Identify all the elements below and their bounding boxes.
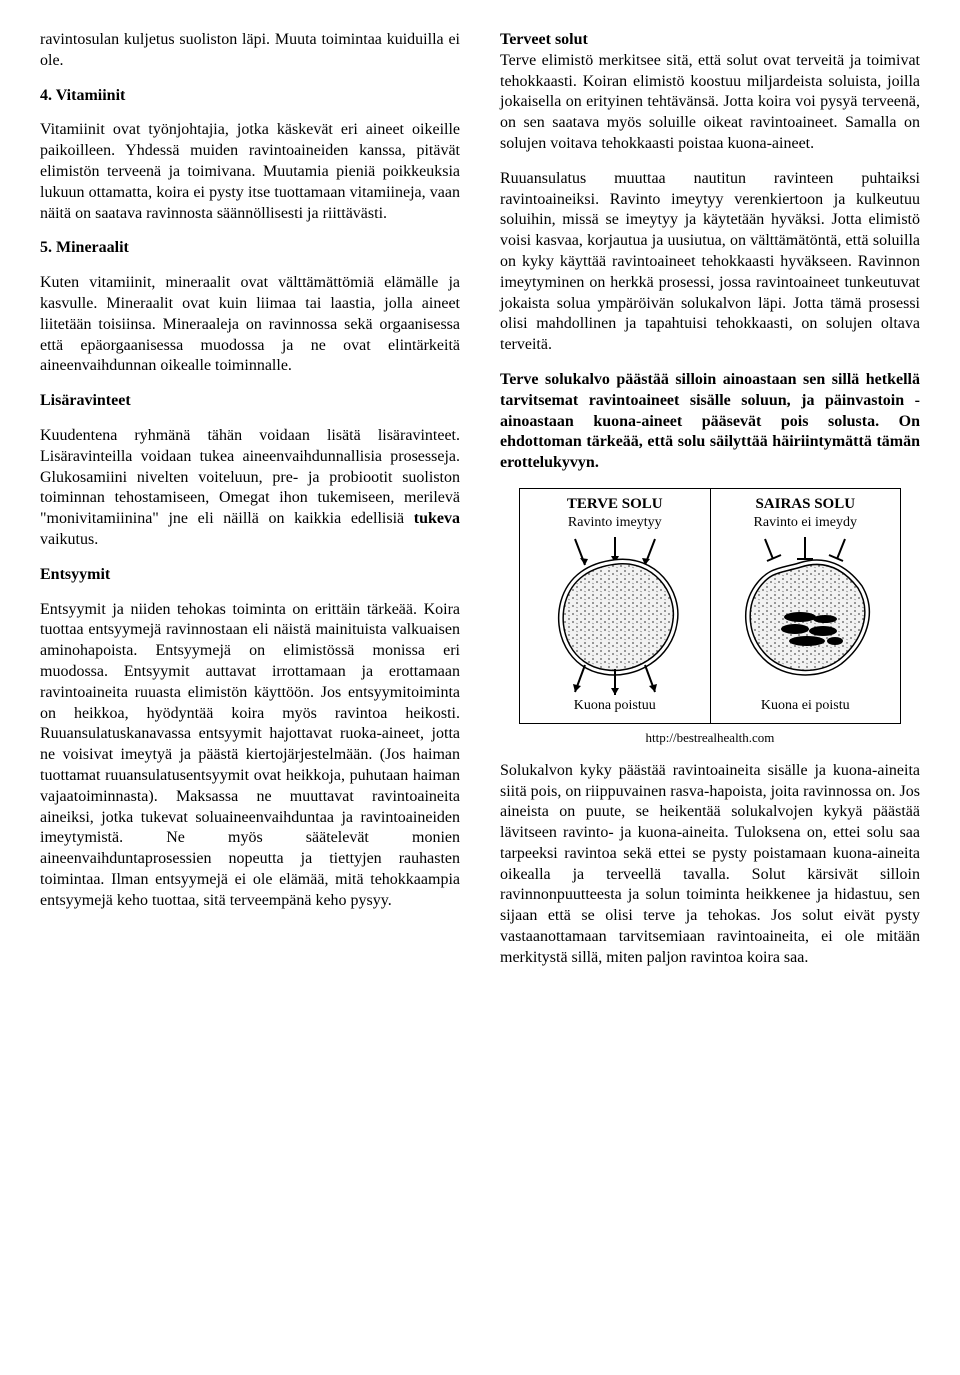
paragraph-vitamiinit: Vitamiinit ovat työnjohtajia, jotka käsk… [40,120,460,224]
heading-text: Terveet solut [500,31,588,48]
sick-cell-icon [725,537,885,697]
cell-diagram: TERVE SOLU Ravinto imeytyy [500,488,920,747]
right-column: Terveet solut Terve elimistö merkitsee s… [500,30,920,983]
paragraph-terveet-4: Solukalvon kyky päästää ravintoaineita s… [500,761,920,969]
sick-cell-panel: SAIRAS SOLU Ravinto ei imeydy [710,489,901,723]
paragraph-entsyymit: Entsyymit ja niiden tehokas toiminta on … [40,600,460,912]
heading-terveet-solut: Terveet solut [500,30,920,51]
sick-cell-sub: Ravinto ei imeydy [715,514,897,532]
bold-word: tukeva [414,510,460,527]
paragraph-terveet-3: Terve solukalvo päästää silloin ainoasta… [500,370,920,474]
cell-diagram-frame: TERVE SOLU Ravinto imeytyy [519,488,901,724]
healthy-cell-icon [535,537,695,697]
heading-vitamiinit: 4. Vitamiinit [40,86,460,107]
text-span: vaikutus. [40,531,98,548]
heading-mineraalit: 5. Mineraalit [40,238,460,259]
text-span: Kuudentena ryhmänä tähän voidaan lisätä … [40,427,460,527]
heading-lisaravinteet: Lisäravinteet [40,391,460,412]
paragraph-terveet-1: Terve elimistö merkitsee sitä, että solu… [500,51,920,155]
two-column-layout: ravintosulan kuljetus suoliston läpi. Mu… [40,30,920,983]
paragraph-terveet-2: Ruuansulatus muuttaa nautitun ravinteen … [500,169,920,356]
healthy-cell-panel: TERVE SOLU Ravinto imeytyy [520,489,710,723]
healthy-cell-bottom: Kuona poistuu [524,697,706,715]
paragraph-mineraalit: Kuten vitamiinit, mineraalit ovat välttä… [40,273,460,377]
sick-cell-bottom: Kuona ei poistu [715,697,897,715]
paragraph-lisaravinteet: Kuudentena ryhmänä tähän voidaan lisätä … [40,426,460,551]
healthy-cell-title: TERVE SOLU [524,495,706,515]
healthy-cell-sub: Ravinto imeytyy [524,514,706,532]
paragraph-intro: ravintosulan kuljetus suoliston läpi. Mu… [40,30,460,72]
sick-cell-title: SAIRAS SOLU [715,495,897,515]
heading-entsyymit: Entsyymit [40,565,460,586]
left-column: ravintosulan kuljetus suoliston läpi. Mu… [40,30,460,983]
diagram-caption: http://bestrealhealth.com [500,730,920,747]
